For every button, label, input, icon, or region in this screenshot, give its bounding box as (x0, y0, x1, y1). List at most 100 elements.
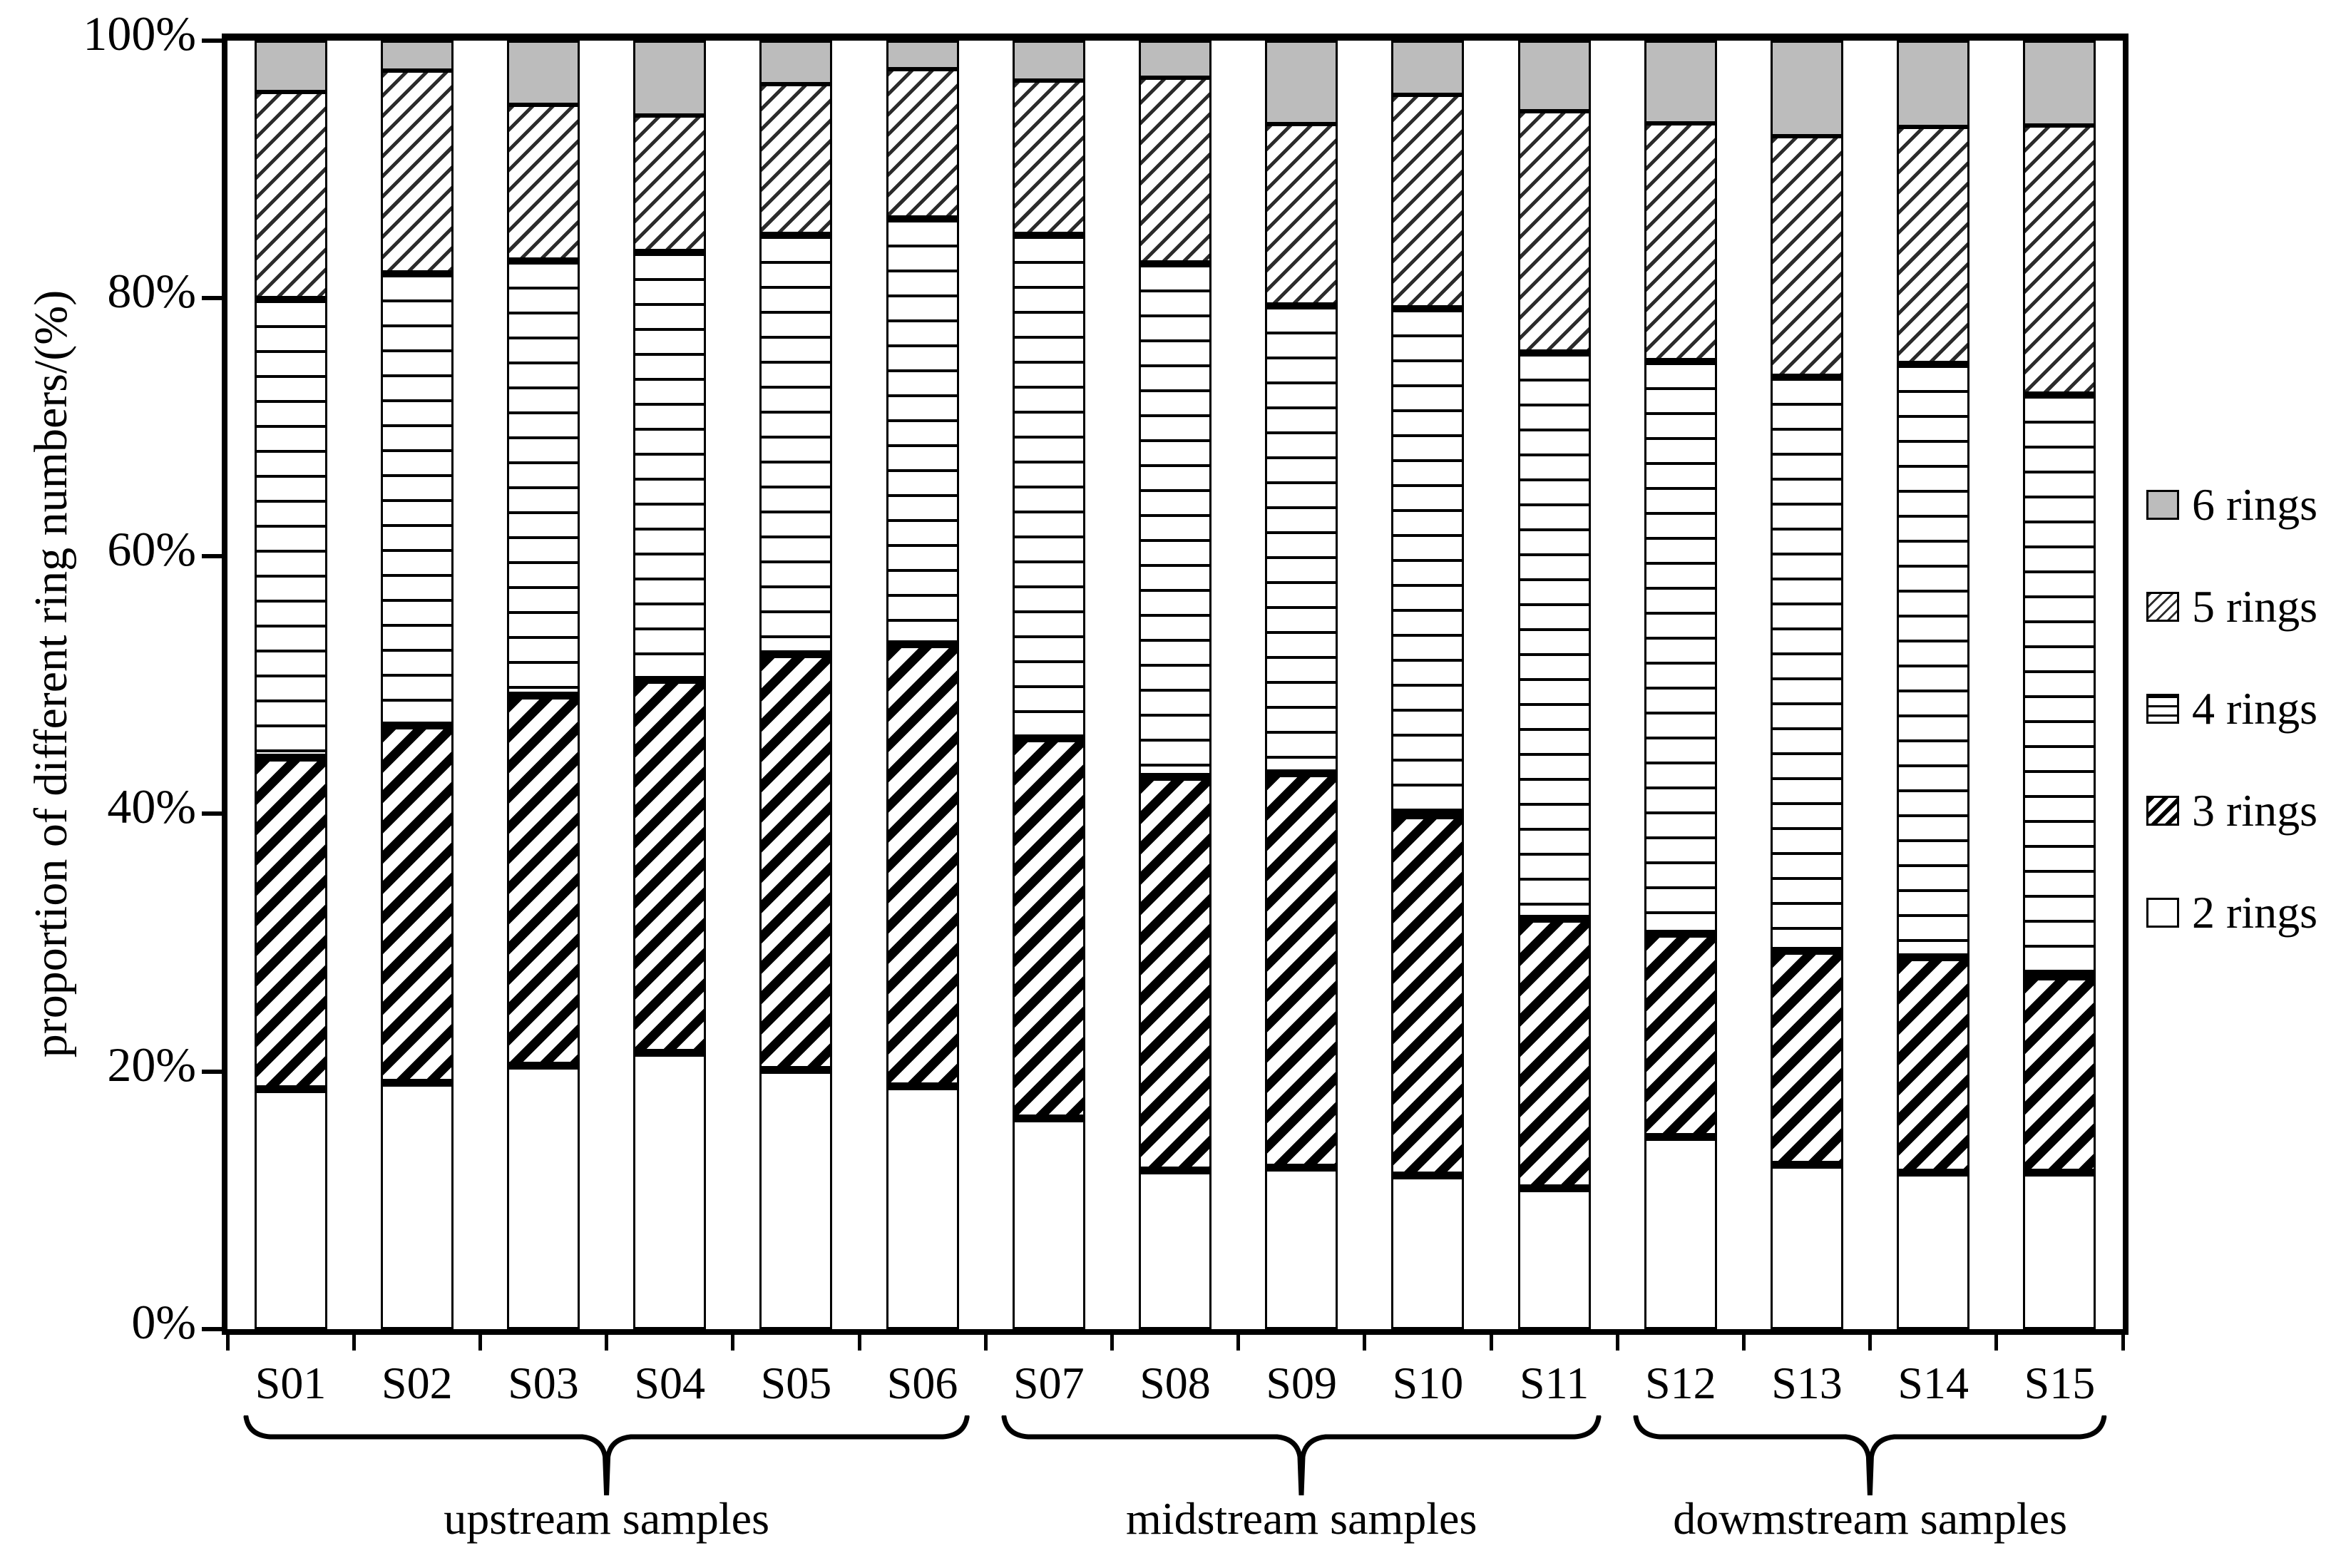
segment-2-rings-S06 (886, 1088, 959, 1329)
segment-4-rings-S07 (1012, 234, 1085, 737)
segment-5-rings-S10 (1391, 94, 1465, 308)
segment-5-rings-S15 (2023, 125, 2096, 394)
legend-item-5-rings: 5 rings (2146, 584, 2317, 630)
segment-5-rings-S11 (1517, 111, 1591, 352)
plain-white-swatch-icon (2146, 898, 2179, 928)
y-axis-tick (202, 296, 222, 301)
segment-3-rings-S07 (1012, 736, 1085, 1121)
group-brace-icon (1001, 1415, 1602, 1496)
bold-diagonal-hatch-swatch-icon (2146, 796, 2179, 826)
segment-2-rings-S12 (1644, 1138, 1717, 1329)
segment-4-rings-S01 (254, 298, 327, 756)
bar-S06 (886, 41, 959, 1329)
x-axis-tick (857, 1329, 861, 1351)
segment-5-rings-S03 (507, 105, 580, 260)
segment-2-rings-S07 (1012, 1120, 1085, 1329)
x-tick-label: S06 (886, 1358, 958, 1408)
segment-3-rings-S13 (1771, 948, 1843, 1167)
legend-item-2-rings: 2 rings (2146, 890, 2317, 936)
segment-3-rings-S05 (759, 652, 833, 1072)
segment-3-rings-S06 (886, 642, 959, 1089)
group-label-midstream: midstream samples (1126, 1493, 1477, 1544)
segment-3-rings-S12 (1644, 932, 1717, 1139)
x-axis-tick (1363, 1329, 1367, 1351)
x-axis-tick (1615, 1329, 1619, 1351)
bar-S02 (380, 41, 454, 1329)
segment-6-rings-S12 (1644, 41, 1717, 123)
x-axis-tick (731, 1329, 735, 1351)
segment-4-rings-S06 (886, 217, 959, 642)
segment-4-rings-S11 (1517, 351, 1591, 917)
bar-S10 (1391, 41, 1465, 1329)
segment-4-rings-S05 (759, 234, 833, 653)
segment-6-rings-S02 (380, 41, 454, 71)
segment-2-rings-S08 (1139, 1172, 1211, 1329)
segment-3-rings-S04 (633, 678, 707, 1055)
x-tick-label: S11 (1519, 1358, 1589, 1408)
legend-label: 6 rings (2192, 479, 2317, 530)
bar-S12 (1644, 41, 1717, 1329)
y-axis-tick (202, 553, 222, 558)
x-axis-tick (605, 1329, 609, 1351)
x-tick-label: S05 (760, 1358, 832, 1408)
x-axis-tick (352, 1329, 356, 1351)
x-tick-label: S04 (634, 1358, 705, 1408)
x-tick-label: S12 (1645, 1358, 1716, 1408)
x-axis-tick (1741, 1329, 1746, 1351)
segment-5-rings-S07 (1012, 81, 1085, 235)
bar-S04 (633, 41, 707, 1329)
segment-3-rings-S14 (1897, 955, 1970, 1175)
legend-label: 2 rings (2192, 887, 2317, 938)
x-axis-tick (478, 1329, 482, 1351)
x-axis-tick (983, 1329, 988, 1351)
y-tick-label: 0% (131, 1295, 196, 1349)
segment-3-rings-S11 (1517, 916, 1591, 1190)
y-axis-title: proportion of different ring numbers/(%) (25, 289, 77, 1058)
segment-2-rings-S09 (1265, 1169, 1338, 1329)
group-label-dowmstream: dowmstream samples (1673, 1493, 2067, 1544)
segment-2-rings-S13 (1771, 1167, 1843, 1329)
segment-6-rings-S07 (1012, 41, 1085, 81)
bar-S08 (1139, 41, 1211, 1329)
x-tick-label: S09 (1266, 1358, 1337, 1408)
segment-4-rings-S08 (1139, 262, 1211, 775)
segment-4-rings-S13 (1771, 375, 1843, 949)
bar-S05 (759, 41, 833, 1329)
y-tick-label: 40% (107, 779, 196, 834)
y-tick-label: 60% (107, 521, 196, 576)
solid-gray-swatch-icon (2146, 490, 2179, 520)
bar-S01 (254, 41, 327, 1329)
y-axis-tick (202, 1069, 222, 1074)
segment-5-rings-S05 (759, 84, 833, 235)
segment-3-rings-S15 (2023, 975, 2096, 1175)
segment-6-rings-S13 (1771, 41, 1843, 136)
x-tick-label: S08 (1139, 1358, 1211, 1408)
segment-2-rings-S14 (1897, 1174, 1970, 1329)
segment-3-rings-S02 (380, 723, 454, 1085)
segment-4-rings-S04 (633, 250, 707, 679)
x-axis-tick (1236, 1329, 1241, 1351)
legend-label: 4 rings (2192, 683, 2317, 734)
segment-5-rings-S08 (1139, 78, 1211, 262)
legend-item-4-rings: 4 rings (2146, 686, 2317, 732)
bar-S13 (1771, 41, 1843, 1329)
y-tick-label: 20% (107, 1037, 196, 1092)
segment-2-rings-S10 (1391, 1177, 1465, 1329)
segment-5-rings-S13 (1771, 135, 1843, 376)
segment-2-rings-S01 (254, 1090, 327, 1329)
segment-5-rings-S02 (380, 70, 454, 273)
segment-4-rings-S14 (1897, 362, 1970, 955)
segment-6-rings-S01 (254, 41, 327, 93)
legend-item-6-rings: 6 rings (2146, 482, 2317, 528)
segment-4-rings-S02 (380, 272, 454, 724)
x-axis-tick (1994, 1329, 1999, 1351)
x-axis-tick (2121, 1329, 2125, 1351)
segment-2-rings-S05 (759, 1071, 833, 1329)
bar-S14 (1897, 41, 1970, 1329)
segment-4-rings-S03 (507, 260, 580, 695)
segment-5-rings-S04 (633, 115, 707, 251)
x-tick-label: S02 (381, 1358, 453, 1408)
x-tick-label: S07 (1013, 1358, 1085, 1408)
horizontal-lines-swatch-icon (2146, 694, 2179, 724)
